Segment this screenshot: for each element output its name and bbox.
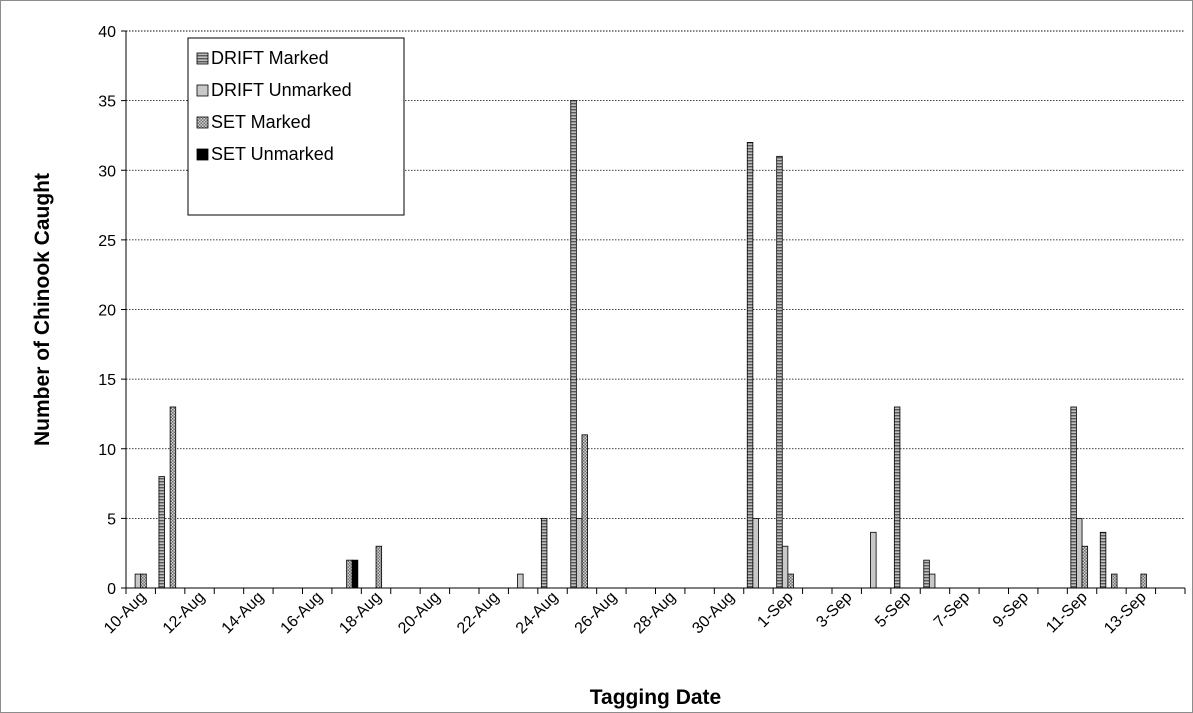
- legend-swatch: [196, 148, 209, 161]
- bar: [517, 573, 524, 589]
- x-tick-label: 18-Aug: [336, 589, 385, 638]
- x-tick-label: 28-Aug: [631, 589, 680, 638]
- x-tick-label: 3-Sep: [813, 589, 855, 631]
- axes-layer: [121, 30, 1186, 594]
- legend-label: DRIFT Unmarked: [211, 80, 352, 100]
- bar: [928, 573, 936, 589]
- bar: [169, 406, 177, 589]
- x-tick-label: 14-Aug: [219, 589, 268, 638]
- x-tick-label: 7-Sep: [931, 589, 973, 631]
- y-tick-label: 5: [107, 511, 116, 528]
- y-tick-label: 20: [98, 303, 116, 320]
- bar: [1081, 545, 1089, 589]
- legend-swatch: [196, 116, 209, 129]
- gridlines: [126, 30, 1185, 519]
- bar: [1111, 573, 1118, 589]
- y-tick-label: 10: [98, 442, 116, 459]
- bar: [570, 100, 577, 589]
- x-tick-label: 12-Aug: [160, 589, 209, 638]
- bar: [581, 434, 588, 589]
- x-tick-label: 26-Aug: [572, 589, 621, 638]
- legend-label: SET Marked: [211, 112, 311, 132]
- legend: DRIFT Marked DRIFT Unmarked SET Marked SET …: [187, 37, 405, 216]
- bar: [781, 545, 789, 589]
- y-tick-label: 30: [98, 163, 116, 180]
- x-tick-label: 16-Aug: [278, 589, 327, 638]
- bar: [1099, 531, 1107, 589]
- y-axis-title: Number of Chinook Caught: [31, 173, 54, 446]
- legend-label: SET Unmarked: [211, 144, 334, 164]
- bar: [1076, 517, 1083, 589]
- legend-swatch: [196, 52, 209, 65]
- legend-label: DRIFT Marked: [211, 48, 329, 68]
- x-tick-label: 11-Sep: [1043, 589, 1091, 637]
- y-tick-label: 15: [98, 372, 116, 389]
- x-tick-label: 13-Sep: [1101, 589, 1150, 638]
- bar: [893, 406, 901, 589]
- bar: [540, 517, 548, 589]
- bar: [923, 559, 930, 589]
- bar: [575, 517, 583, 589]
- x-tick-label: 24-Aug: [513, 589, 562, 638]
- x-tick-label: 1-Sep: [754, 589, 796, 631]
- bar: [346, 559, 353, 589]
- y-tick-label: 0: [107, 581, 116, 598]
- x-tick-label: 22-Aug: [454, 589, 503, 638]
- legend-box: [187, 37, 405, 216]
- y-tick-label: 40: [98, 24, 116, 41]
- bar: [375, 545, 383, 589]
- y-tick-labels: 0 5 10 15 20 25 30 35 40: [98, 24, 116, 598]
- legend-swatch: [196, 84, 209, 97]
- bar: [870, 531, 877, 589]
- bar: [746, 141, 754, 589]
- x-tick-label: 30-Aug: [689, 589, 738, 638]
- bar: [787, 573, 794, 589]
- y-tick-label: 35: [98, 94, 116, 111]
- x-tick-label: 5-Sep: [872, 589, 914, 631]
- bar: [752, 517, 759, 589]
- bar: [134, 573, 142, 589]
- bar: [1070, 406, 1077, 589]
- bar: [140, 573, 147, 589]
- x-tick-label: 20-Aug: [395, 589, 444, 638]
- bar: [776, 155, 783, 589]
- bar: [351, 559, 359, 589]
- x-tick-labels: 10-Aug 12-Aug 14-Aug 16-Aug 18-Aug 20-Aug 22-A…: [101, 589, 1150, 638]
- x-tick-label: 9-Sep: [990, 589, 1032, 631]
- bar: [1140, 573, 1147, 589]
- bar: [158, 476, 165, 589]
- y-tick-label: 25: [98, 233, 116, 250]
- x-axis-title: Tagging Date: [590, 686, 721, 709]
